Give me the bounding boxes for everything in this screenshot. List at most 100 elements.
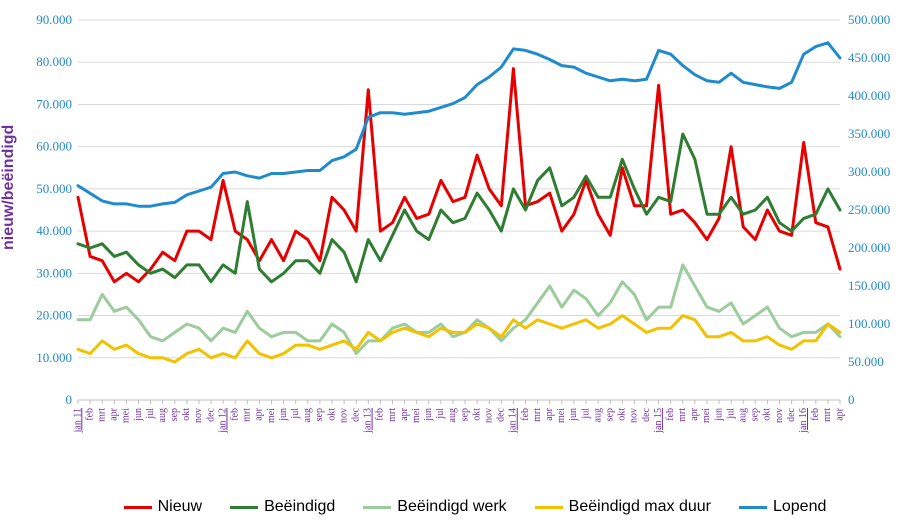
legend-swatch: [124, 506, 152, 509]
legend-swatch: [363, 506, 391, 509]
legend-label: Lopend: [773, 498, 826, 516]
legend-item-beëindigd-werk: Beëindigd werk: [363, 498, 506, 516]
legend: Nieuw Beëindigd Beëindigd werk Beëindigd ma…: [80, 498, 870, 516]
svg-text:dec: dec: [786, 407, 797, 421]
legend-item-beëindigd: Beëindigd: [230, 498, 335, 516]
svg-text:mrt: mrt: [677, 408, 688, 422]
svg-text:nov: nov: [629, 408, 640, 423]
svg-text:mei: mei: [266, 408, 277, 423]
svg-text:jun: jun: [713, 408, 724, 422]
svg-text:mrt: mrt: [387, 408, 398, 422]
svg-text:apr: apr: [689, 407, 700, 420]
svg-text:sep: sep: [169, 408, 180, 421]
svg-text:jul: jul: [580, 408, 591, 420]
legend-swatch: [739, 506, 767, 509]
left-axis-label: nieuw/beëindigd: [0, 125, 18, 250]
svg-text:450.000: 450.000: [848, 50, 890, 65]
svg-text:nov: nov: [484, 408, 495, 423]
svg-text:aug: aug: [447, 408, 458, 422]
svg-text:mrt: mrt: [242, 408, 253, 422]
svg-text:0: 0: [848, 392, 855, 407]
svg-text:feb: feb: [84, 408, 95, 421]
svg-text:250.000: 250.000: [848, 202, 890, 217]
svg-text:okt: okt: [326, 408, 337, 421]
svg-text:mei: mei: [701, 408, 712, 423]
svg-text:okt: okt: [181, 408, 192, 421]
legend-label: Beëindigd max duur: [569, 498, 711, 516]
svg-text:okt: okt: [471, 408, 482, 421]
svg-text:nov: nov: [338, 408, 349, 423]
chart-container: nieuw/beëindigd lopend 010.00020.00030.0…: [0, 0, 910, 520]
svg-text:apr: apr: [254, 407, 265, 420]
svg-text:jun: jun: [568, 408, 579, 422]
svg-text:70.000: 70.000: [36, 96, 72, 111]
svg-text:200.000: 200.000: [848, 240, 890, 255]
svg-text:500.000: 500.000: [848, 12, 890, 27]
svg-text:jul: jul: [725, 408, 736, 420]
svg-text:jul: jul: [290, 408, 301, 420]
svg-text:aug: aug: [738, 408, 749, 422]
svg-text:aug: aug: [157, 408, 168, 422]
legend-item-lopend: Lopend: [739, 498, 826, 516]
svg-text:300.000: 300.000: [848, 164, 890, 179]
svg-text:aug: aug: [302, 408, 313, 422]
svg-text:apr: apr: [544, 407, 555, 420]
svg-text:mrt: mrt: [96, 408, 107, 422]
legend-item-beëindigd-max-duur: Beëindigd max duur: [535, 498, 711, 516]
svg-text:dec: dec: [641, 407, 652, 421]
svg-text:50.000: 50.000: [848, 354, 884, 369]
svg-text:feb: feb: [520, 408, 531, 421]
svg-text:20.000: 20.000: [36, 308, 72, 323]
svg-text:nov: nov: [774, 408, 785, 423]
svg-text:350.000: 350.000: [848, 126, 890, 141]
svg-text:mei: mei: [121, 408, 132, 423]
svg-text:60.000: 60.000: [36, 139, 72, 154]
legend-swatch: [230, 506, 258, 509]
svg-text:40.000: 40.000: [36, 223, 72, 238]
svg-text:feb: feb: [375, 408, 386, 421]
svg-text:mei: mei: [411, 408, 422, 423]
legend-label: Beëindigd werk: [397, 498, 506, 516]
svg-text:sep: sep: [459, 408, 470, 421]
svg-text:jul: jul: [435, 408, 446, 420]
line-chart: 0 10.000 20.000 30.000 40.000 50.000 60.000 70.…: [0, 0, 910, 520]
svg-text:sep: sep: [604, 408, 615, 421]
svg-text:10.000: 10.000: [36, 350, 72, 365]
svg-text:feb: feb: [665, 408, 676, 421]
svg-text:nov: nov: [193, 408, 204, 423]
svg-text:90.000: 90.000: [36, 12, 72, 27]
svg-text:80.000: 80.000: [36, 54, 72, 69]
svg-text:jul: jul: [145, 408, 156, 420]
svg-text:apr: apr: [399, 407, 410, 420]
svg-text:30.000: 30.000: [36, 265, 72, 280]
svg-text:jun: jun: [278, 408, 289, 422]
svg-text:400.000: 400.000: [848, 88, 890, 103]
svg-text:sep: sep: [750, 408, 761, 421]
svg-text:jun: jun: [423, 408, 434, 422]
svg-text:apr: apr: [834, 407, 845, 420]
svg-text:feb: feb: [230, 408, 241, 421]
svg-text:150.000: 150.000: [848, 278, 890, 293]
svg-text:sep: sep: [314, 408, 325, 421]
svg-text:okt: okt: [617, 408, 628, 421]
svg-text:jan 16: jan 16: [798, 408, 809, 434]
svg-text:dec: dec: [205, 407, 216, 421]
svg-text:feb: feb: [810, 408, 821, 421]
svg-text:okt: okt: [762, 408, 773, 421]
svg-text:mrt: mrt: [532, 408, 543, 422]
svg-text:dec: dec: [496, 407, 507, 421]
svg-text:100.000: 100.000: [848, 316, 890, 331]
svg-text:apr: apr: [109, 407, 120, 420]
svg-text:jan 15: jan 15: [653, 408, 664, 434]
svg-text:mrt: mrt: [822, 408, 833, 422]
legend-swatch: [535, 506, 563, 509]
legend-label: Nieuw: [158, 498, 202, 516]
svg-text:jan 14: jan 14: [508, 408, 519, 434]
svg-text:0: 0: [66, 392, 73, 407]
svg-text:aug: aug: [592, 408, 603, 422]
svg-text:jan 13: jan 13: [363, 408, 374, 434]
svg-text:dec: dec: [350, 407, 361, 421]
svg-text:jun: jun: [133, 408, 144, 422]
legend-label: Beëindigd: [264, 498, 335, 516]
legend-item-nieuw: Nieuw: [124, 498, 202, 516]
